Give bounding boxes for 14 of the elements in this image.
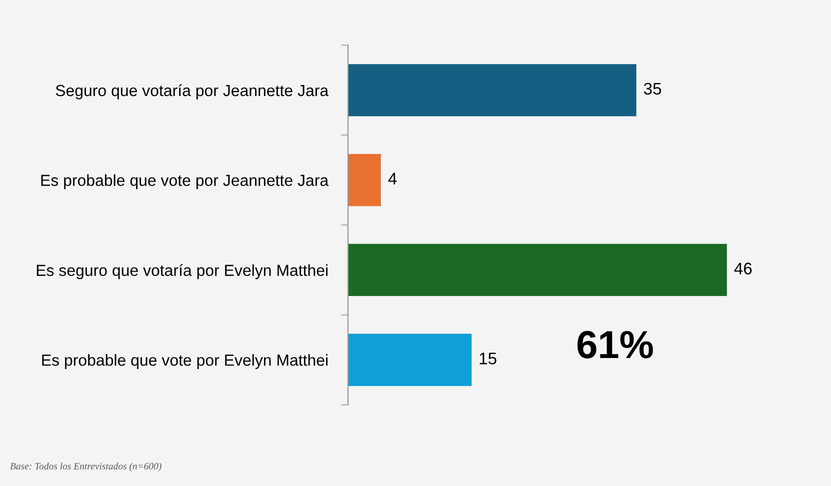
y-tick-label: Seguro que votaría por Jeannette Jara — [56, 84, 329, 100]
text: Base: Todos los Entrevistados (n=600) — [10, 462, 162, 472]
y-tick-label: Es probable que vote por Evelyn Matthei — [42, 354, 328, 369]
y-tick-label: Es probable que vote por Jeannette Jara — [41, 174, 329, 190]
annotation: 61% — [578, 330, 653, 358]
bar — [348, 334, 472, 386]
bar — [348, 64, 636, 116]
data-label: 15 — [480, 352, 496, 364]
bar — [348, 244, 727, 296]
data-label: 4 — [388, 172, 397, 184]
bar — [348, 154, 381, 206]
data-label: 35 — [644, 82, 662, 95]
data-label: 46 — [734, 262, 752, 274]
y-tick-label: Es seguro que votaría por Evelyn Matthei — [36, 264, 328, 280]
